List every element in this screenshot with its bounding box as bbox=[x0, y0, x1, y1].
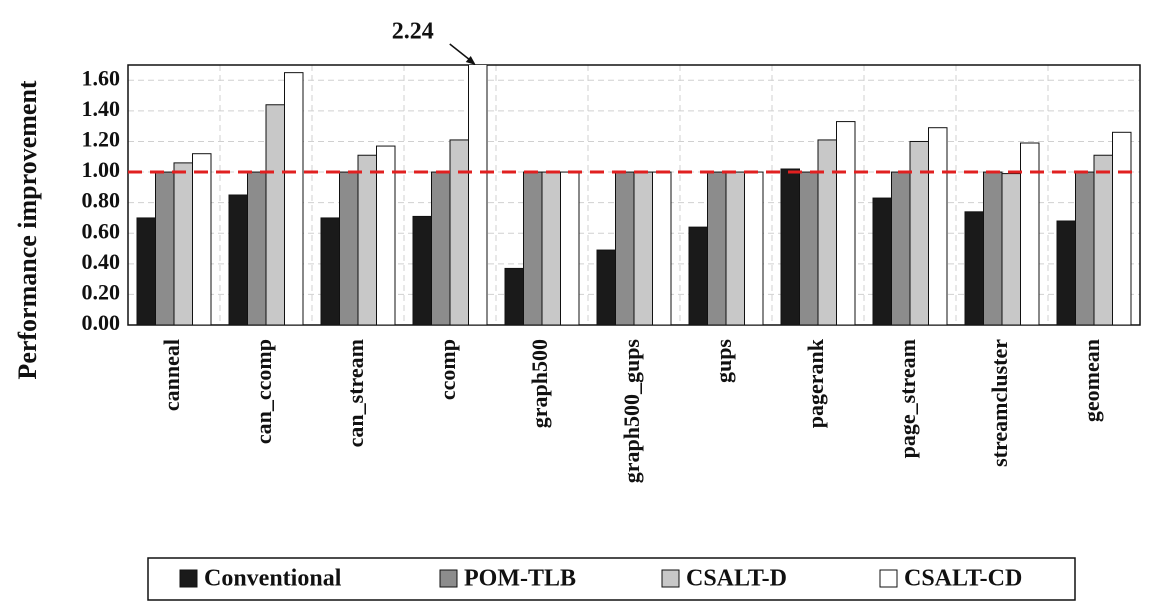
bar bbox=[320, 217, 340, 325]
bar bbox=[192, 153, 212, 325]
x-tick-label: can_stream bbox=[343, 339, 368, 447]
bar bbox=[228, 194, 248, 325]
bar bbox=[1112, 131, 1132, 325]
x-tick-label: streamcluster bbox=[987, 339, 1012, 467]
bar bbox=[357, 154, 377, 325]
bar bbox=[596, 249, 616, 325]
bar bbox=[173, 162, 193, 325]
y-tick-label: 0.00 bbox=[82, 310, 121, 335]
bar bbox=[284, 72, 304, 325]
bar bbox=[909, 140, 929, 325]
bar bbox=[1056, 220, 1076, 325]
bar bbox=[560, 171, 580, 325]
x-tick-label: graph500 bbox=[527, 339, 552, 428]
legend-label: Conventional bbox=[204, 566, 342, 592]
bar bbox=[1075, 171, 1095, 325]
bar bbox=[983, 171, 1003, 325]
bar bbox=[872, 197, 892, 325]
bar bbox=[652, 171, 672, 325]
bar bbox=[1001, 173, 1021, 325]
bar bbox=[891, 171, 911, 325]
x-tick-label: geomean bbox=[1079, 339, 1104, 422]
y-tick-label: 0.60 bbox=[82, 218, 121, 243]
y-tick-label: 0.20 bbox=[82, 279, 121, 304]
y-tick-label: 0.80 bbox=[82, 188, 121, 213]
x-tick-label: ccomp bbox=[435, 339, 460, 400]
y-tick-label: 1.20 bbox=[82, 127, 121, 152]
bar bbox=[468, 65, 488, 325]
x-tick-label: canneal bbox=[159, 339, 184, 411]
legend-label: POM-TLB bbox=[464, 566, 576, 592]
y-tick-label: 1.00 bbox=[82, 157, 121, 182]
bar bbox=[265, 104, 285, 325]
bar bbox=[817, 139, 837, 325]
bar bbox=[339, 171, 359, 325]
x-tick-label: can_ccomp bbox=[251, 339, 276, 444]
bar bbox=[707, 171, 727, 325]
y-axis-label: Performance improvement bbox=[13, 80, 42, 379]
x-tick-label: graph500_gups bbox=[619, 339, 644, 484]
bar bbox=[615, 171, 635, 325]
bar bbox=[725, 171, 745, 325]
legend-swatch bbox=[879, 569, 898, 588]
bar bbox=[376, 145, 396, 325]
x-tick-label: page_stream bbox=[895, 339, 920, 458]
bar bbox=[504, 267, 524, 325]
bar bbox=[431, 171, 451, 325]
legend-swatch bbox=[661, 569, 680, 588]
y-tick-label: 1.40 bbox=[82, 96, 121, 121]
bar bbox=[928, 127, 948, 325]
bar bbox=[523, 171, 543, 325]
bar bbox=[247, 171, 267, 325]
bar bbox=[541, 171, 561, 325]
bar bbox=[136, 217, 156, 325]
bar bbox=[744, 171, 764, 325]
bar bbox=[1093, 154, 1113, 325]
bar bbox=[780, 168, 800, 325]
legend-swatch bbox=[179, 569, 198, 588]
legend-label: CSALT-CD bbox=[904, 566, 1022, 592]
bar bbox=[449, 139, 469, 325]
y-tick-label: 0.40 bbox=[82, 249, 121, 274]
bar bbox=[1020, 142, 1040, 325]
value-label: 2.24 bbox=[392, 19, 434, 45]
legend-label: CSALT-D bbox=[686, 566, 787, 592]
bar bbox=[633, 171, 653, 325]
x-tick-label: gups bbox=[711, 339, 736, 383]
y-tick-label: 1.60 bbox=[82, 65, 121, 90]
legend-box bbox=[147, 557, 1076, 601]
x-tick-label: pagerank bbox=[803, 338, 828, 428]
legend-swatch bbox=[439, 569, 458, 588]
bar bbox=[964, 211, 984, 325]
bar bbox=[836, 121, 856, 325]
bar bbox=[412, 215, 432, 325]
bars bbox=[136, 65, 1132, 325]
bar bbox=[688, 226, 708, 325]
bar bbox=[155, 171, 175, 325]
annotation-arrowhead bbox=[465, 56, 476, 65]
bar bbox=[799, 171, 819, 325]
